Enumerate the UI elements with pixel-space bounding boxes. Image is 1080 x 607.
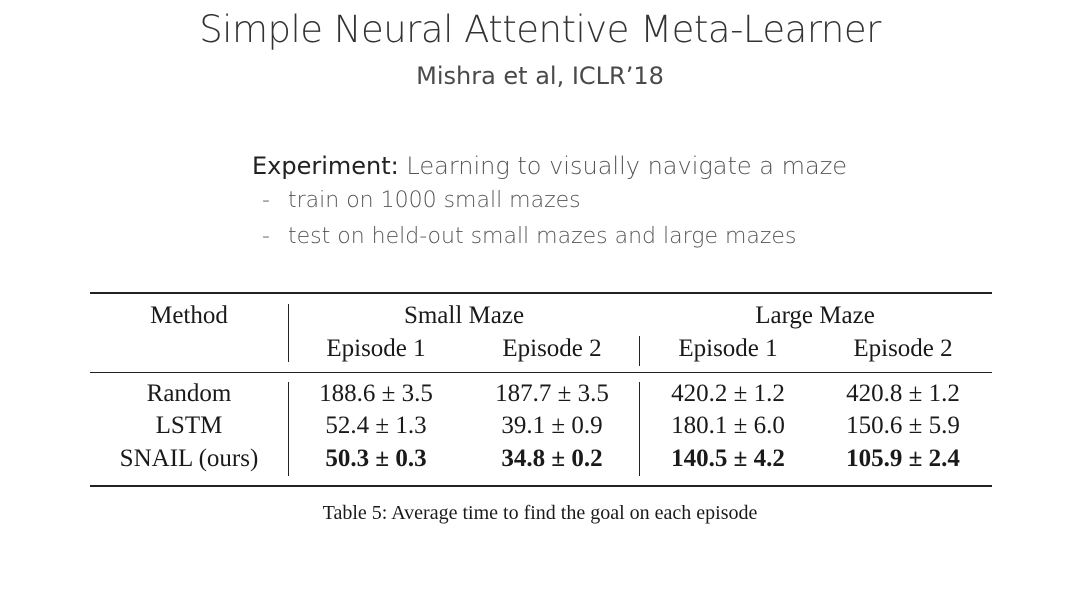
header-method: Method — [150, 302, 228, 329]
experiment-description: Learning to visually navigate a maze — [398, 152, 848, 180]
header-large-maze: Large Maze — [755, 302, 875, 329]
header-episode-1: Episode 1 — [678, 335, 778, 362]
cell-value: 180.1 ± 6.0 — [671, 412, 785, 439]
cell-value-best: 140.5 ± 4.2 — [671, 445, 785, 472]
table-mid-rule — [90, 372, 992, 373]
header-small-maze: Small Maze — [403, 302, 525, 329]
table-caption: Table 5: Average time to find the goal o… — [322, 502, 758, 524]
bullet-text: train on 1000 small mazes — [288, 188, 581, 213]
cell-method: SNAIL (ours) — [119, 445, 259, 472]
experiment-heading: Experiment: Learning to visually navigat… — [252, 152, 847, 180]
cell-value: 39.1 ± 0.9 — [501, 412, 603, 439]
results-table: Method Small Maze Large Maze Episode 1 E… — [90, 292, 992, 488]
table-vline-method — [288, 304, 289, 362]
header-episode-2: Episode 2 — [853, 335, 953, 362]
cell-method: Random — [146, 380, 232, 407]
cell-value-best: 105.9 ± 2.4 — [846, 445, 960, 472]
bullet-text: test on held-out small mazes and large m… — [288, 224, 797, 249]
cell-value: 420.2 ± 1.2 — [671, 380, 785, 407]
cell-method: LSTM — [155, 412, 223, 439]
bullet-marker: - — [262, 224, 270, 249]
bullet-item: - train on 1000 small mazes — [262, 188, 581, 213]
experiment-label: Experiment: — [252, 152, 399, 180]
cell-value-best: 34.8 ± 0.2 — [501, 445, 603, 472]
table-vline-groups — [639, 336, 640, 366]
header-episode-2: Episode 2 — [502, 335, 602, 362]
cell-value-best: 50.3 ± 0.3 — [325, 445, 427, 472]
cell-value: 188.6 ± 3.5 — [319, 380, 433, 407]
table-bottom-rule — [90, 485, 992, 487]
slide-subtitle: Mishra et al, ICLR’18 — [416, 62, 664, 90]
slide-title: Simple Neural Attentive Meta-Learner — [199, 8, 881, 51]
cell-value: 150.6 ± 5.9 — [846, 412, 960, 439]
table-vline-groups — [639, 382, 640, 476]
bullet-marker: - — [262, 188, 270, 213]
header-episode-1: Episode 1 — [326, 335, 426, 362]
cell-value: 52.4 ± 1.3 — [325, 412, 427, 439]
bullet-item: - test on held-out small mazes and large … — [262, 224, 796, 249]
cell-value: 420.8 ± 1.2 — [846, 380, 960, 407]
table-vline-method — [288, 382, 289, 476]
cell-value: 187.7 ± 3.5 — [495, 380, 609, 407]
table-top-rule — [90, 292, 992, 294]
